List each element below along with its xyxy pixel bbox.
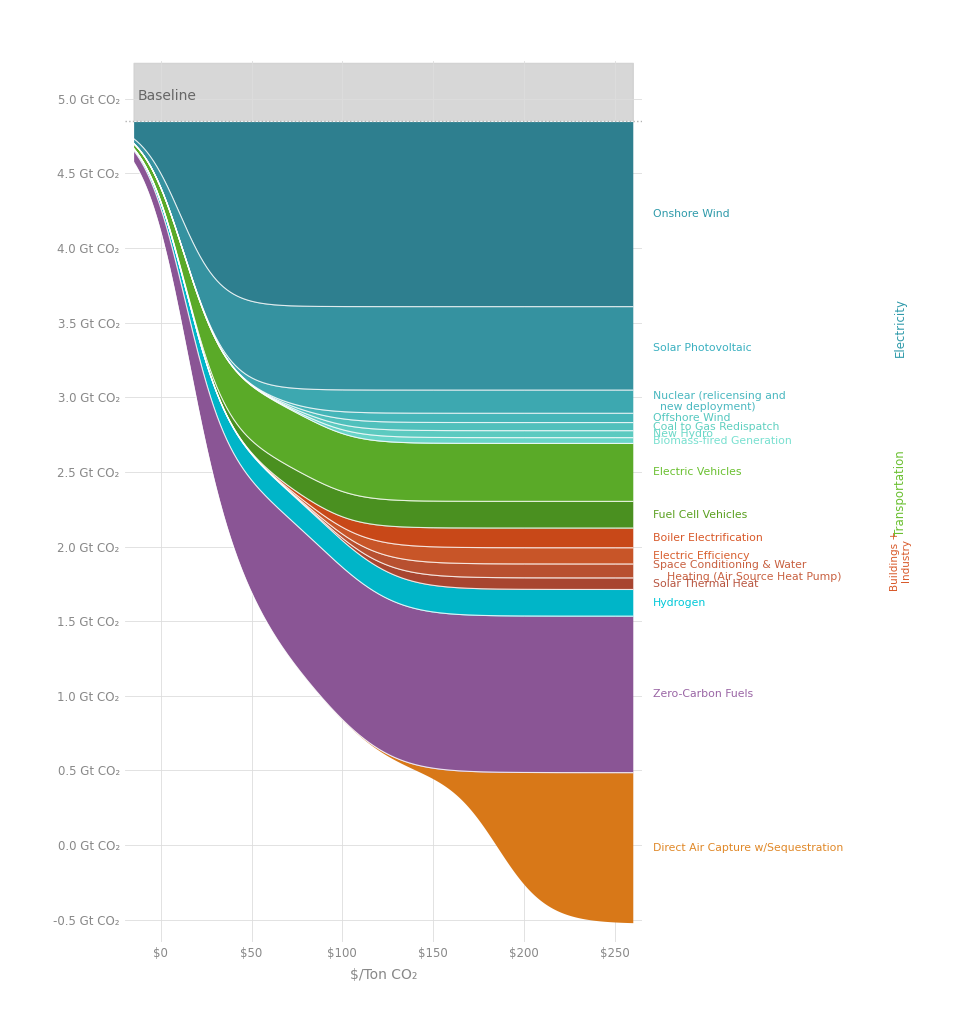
Text: Direct Air Capture w/Sequestration: Direct Air Capture w/Sequestration (653, 843, 844, 853)
X-axis label: $/Ton CO₂: $/Ton CO₂ (350, 969, 417, 982)
Text: Zero-Carbon Fuels: Zero-Carbon Fuels (653, 689, 754, 699)
Text: New Hydro: New Hydro (653, 429, 714, 439)
Text: Nuclear (relicensing and
  new deployment): Nuclear (relicensing and new deployment) (653, 391, 787, 413)
Text: Onshore Wind: Onshore Wind (653, 209, 730, 219)
Text: Solar Photovoltaic: Solar Photovoltaic (653, 343, 752, 353)
Text: Solar Thermal Heat: Solar Thermal Heat (653, 579, 759, 589)
Text: Buildings +
Industry: Buildings + Industry (890, 530, 911, 591)
Text: Electric Efficiency: Electric Efficiency (653, 551, 750, 561)
Text: Coal to Gas Redispatch: Coal to Gas Redispatch (653, 422, 780, 431)
Text: Transportation: Transportation (894, 451, 907, 537)
Text: Space Conditioning & Water
    Heating (Air Source Heat Pump): Space Conditioning & Water Heating (Air … (653, 560, 842, 582)
Text: Biomass-fired Generation: Biomass-fired Generation (653, 435, 792, 445)
Text: Electric Vehicles: Electric Vehicles (653, 467, 741, 477)
Text: Electricity: Electricity (894, 298, 907, 356)
Text: Hydrogen: Hydrogen (653, 598, 707, 608)
Text: Boiler Electrification: Boiler Electrification (653, 532, 764, 543)
Text: Fuel Cell Vehicles: Fuel Cell Vehicles (653, 510, 747, 520)
Text: Baseline: Baseline (137, 89, 196, 103)
Text: Offshore Wind: Offshore Wind (653, 413, 731, 423)
